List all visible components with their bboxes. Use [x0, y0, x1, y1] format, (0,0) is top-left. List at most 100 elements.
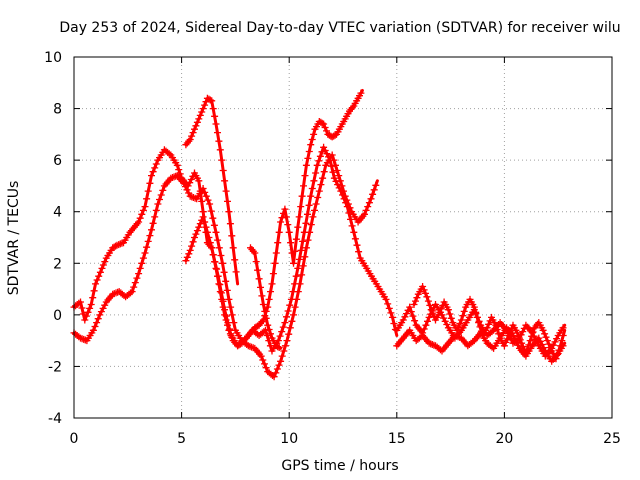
data-point-marker — [315, 157, 323, 165]
data-point-marker — [338, 182, 346, 190]
data-point-marker — [293, 295, 301, 303]
y-axis-ticks: -4 -2 0 2 4 6 8 10 — [44, 50, 612, 427]
data-point-marker — [320, 168, 328, 176]
data-point-marker — [460, 307, 468, 315]
data-point-marker — [313, 161, 321, 169]
data-point-marker — [138, 210, 146, 218]
data-point-marker — [440, 314, 448, 322]
data-point-marker — [191, 125, 198, 133]
data-point-marker — [307, 192, 315, 200]
data-point-marker — [295, 213, 303, 221]
data-point-marker — [99, 261, 107, 269]
data-point-marker — [312, 200, 320, 208]
data-point-marker — [219, 167, 227, 174]
data-point-marker — [343, 196, 351, 204]
data-point-marker — [201, 218, 209, 226]
data-point-marker — [470, 303, 478, 311]
chart-title: Day 253 of 2024, Sidereal Day-to-day VTE… — [59, 20, 620, 36]
data-point-marker — [205, 234, 213, 241]
data-point-marker — [319, 174, 327, 182]
x-tick-label: 25 — [603, 431, 621, 447]
data-point-marker — [208, 97, 216, 105]
data-point-marker — [286, 301, 294, 309]
data-point-marker — [500, 342, 508, 350]
data-point-marker — [455, 323, 462, 331]
data-point-marker — [475, 319, 483, 327]
data-point-marker — [350, 228, 358, 236]
data-point-marker — [275, 361, 283, 369]
data-point-marker — [222, 187, 230, 195]
data-point-marker — [198, 108, 206, 116]
data-point-marker — [182, 257, 190, 265]
data-point-marker — [127, 289, 134, 297]
data-point-marker — [362, 206, 370, 214]
data-point-marker — [456, 320, 464, 327]
x-tick-label: 10 — [280, 431, 298, 447]
data-point-marker — [188, 132, 196, 140]
data-point-marker — [101, 301, 109, 309]
data-point-marker — [185, 250, 193, 258]
data-point-marker — [382, 295, 390, 303]
data-point-marker — [506, 328, 514, 336]
data-point-marker — [281, 319, 289, 327]
data-point-marker — [232, 268, 240, 276]
data-point-marker — [287, 239, 295, 247]
data-point-marker — [294, 223, 302, 231]
data-point-marker — [206, 96, 214, 104]
data-point-marker — [341, 192, 349, 200]
data-point-marker — [294, 264, 302, 272]
series-track-h — [410, 283, 567, 363]
data-point-marker — [228, 333, 236, 341]
data-point-marker — [151, 213, 159, 221]
data-point-marker — [281, 205, 289, 213]
data-point-marker — [246, 342, 254, 350]
data-point-marker — [143, 195, 151, 203]
data-point-marker — [199, 213, 207, 221]
data-point-marker — [269, 270, 277, 278]
data-point-marker — [410, 301, 418, 308]
data-point-marker — [292, 272, 300, 280]
data-point-marker — [284, 307, 292, 315]
data-point-marker — [302, 219, 310, 227]
data-point-marker — [131, 279, 139, 287]
data-point-marker — [556, 342, 564, 350]
data-point-marker — [353, 241, 361, 249]
data-point-marker — [211, 112, 219, 120]
data-point-marker — [274, 343, 282, 351]
data-point-marker — [186, 136, 194, 143]
data-point-marker — [277, 357, 285, 365]
data-point-marker — [505, 332, 513, 339]
data-point-marker — [297, 246, 305, 254]
data-point-marker — [214, 272, 221, 280]
data-point-marker — [275, 228, 283, 236]
y-axis-label: SDTVAR / TECUs — [6, 181, 22, 296]
data-point-marker — [193, 118, 201, 126]
data-point-marker — [220, 268, 228, 276]
x-axis-ticks: 0 5 10 15 20 25 — [70, 57, 621, 447]
data-point-marker — [210, 221, 218, 229]
data-point-marker — [152, 206, 160, 214]
data-point-marker — [252, 258, 260, 266]
data-point-marker — [78, 304, 86, 312]
data-point-marker — [90, 287, 98, 295]
data-point-marker — [185, 189, 193, 197]
data-point-marker — [288, 317, 296, 325]
data-point-marker — [136, 214, 144, 222]
data-point-marker — [552, 355, 560, 363]
data-point-marker — [346, 204, 354, 212]
data-point-marker — [401, 313, 409, 321]
data-point-marker — [201, 188, 209, 196]
data-point-marker — [227, 303, 235, 311]
data-point-marker — [312, 169, 320, 177]
data-point-marker — [320, 143, 328, 151]
data-point-marker — [546, 344, 554, 351]
data-point-marker — [385, 304, 393, 312]
data-point-marker — [347, 215, 354, 223]
data-point-marker — [172, 172, 180, 180]
data-point-marker — [436, 308, 444, 316]
data-point-marker — [424, 317, 431, 325]
data-point-marker — [225, 295, 233, 303]
data-point-marker — [86, 304, 94, 312]
data-point-marker — [188, 242, 196, 250]
